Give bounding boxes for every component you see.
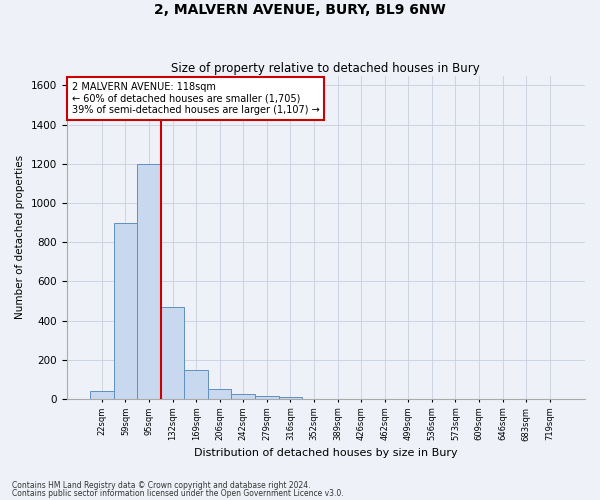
Y-axis label: Number of detached properties: Number of detached properties xyxy=(15,155,25,320)
Bar xyxy=(113,222,137,399)
Bar xyxy=(208,389,232,399)
Bar xyxy=(255,396,278,399)
X-axis label: Distribution of detached houses by size in Bury: Distribution of detached houses by size … xyxy=(194,448,458,458)
Bar xyxy=(232,394,255,399)
Bar xyxy=(137,164,161,399)
Text: Contains public sector information licensed under the Open Government Licence v3: Contains public sector information licen… xyxy=(12,489,344,498)
Title: Size of property relative to detached houses in Bury: Size of property relative to detached ho… xyxy=(172,62,480,74)
Text: 2, MALVERN AVENUE, BURY, BL9 6NW: 2, MALVERN AVENUE, BURY, BL9 6NW xyxy=(154,2,446,16)
Text: 2 MALVERN AVENUE: 118sqm
← 60% of detached houses are smaller (1,705)
39% of sem: 2 MALVERN AVENUE: 118sqm ← 60% of detach… xyxy=(72,82,319,116)
Bar xyxy=(278,397,302,399)
Text: Contains HM Land Registry data © Crown copyright and database right 2024.: Contains HM Land Registry data © Crown c… xyxy=(12,480,311,490)
Bar xyxy=(184,370,208,399)
Bar xyxy=(161,307,184,399)
Bar xyxy=(90,391,113,399)
